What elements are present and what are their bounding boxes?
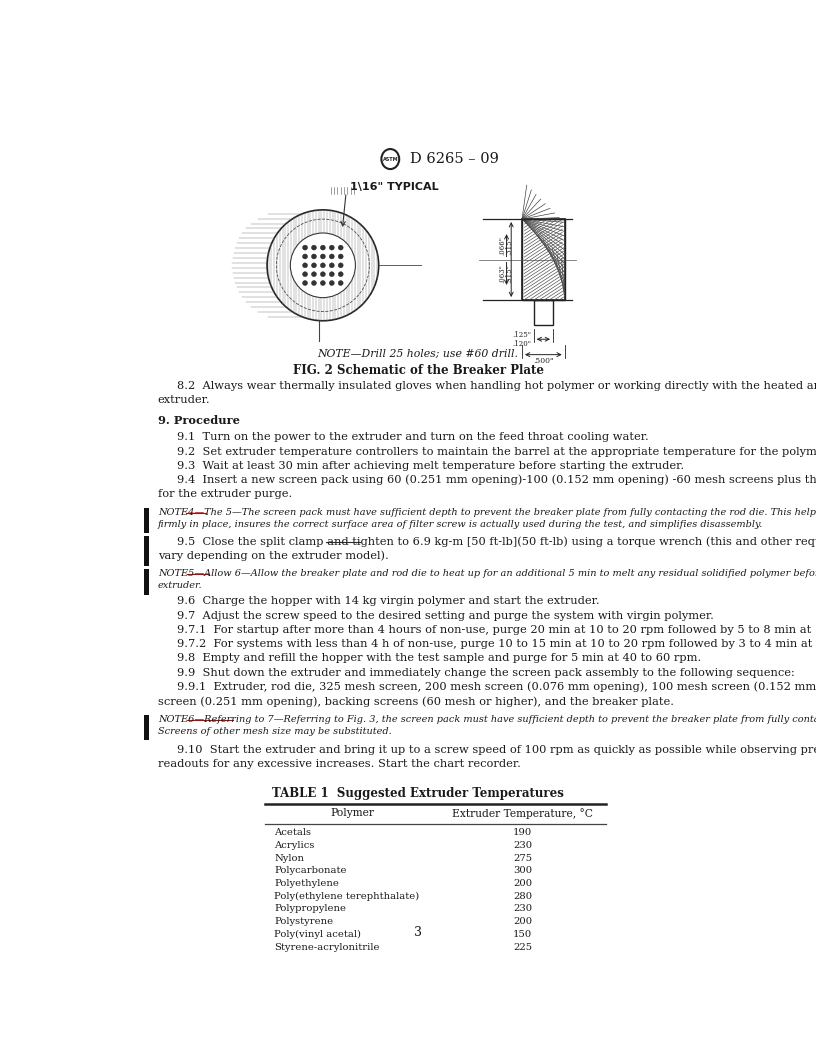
Text: NOTE4—The 5—The screen pack must have sufficient depth to prevent the breaker pl: NOTE4—The 5—The screen pack must have su… xyxy=(157,508,816,516)
Bar xyxy=(534,300,553,325)
Text: extruder.: extruder. xyxy=(157,395,211,406)
Circle shape xyxy=(312,281,317,285)
Circle shape xyxy=(312,263,317,268)
Text: 9.10  Start the extruder and bring it up to a screw speed of 100 rpm as quickly : 9.10 Start the extruder and bring it up … xyxy=(177,746,816,755)
Text: 1\16" TYPICAL: 1\16" TYPICAL xyxy=(350,183,439,192)
Text: .066": .066" xyxy=(498,237,506,256)
Text: D 6265 – 09: D 6265 – 09 xyxy=(410,152,499,166)
Text: .125"
.120": .125" .120" xyxy=(512,331,532,347)
Text: 280: 280 xyxy=(513,891,532,901)
Text: 9.7.2  For systems with less than 4 h of non-use, purge 10 to 15 min at 10 to 20: 9.7.2 For systems with less than 4 h of … xyxy=(177,639,816,649)
Text: 200: 200 xyxy=(513,917,532,926)
Bar xyxy=(522,220,565,300)
Text: 150: 150 xyxy=(512,930,532,939)
Circle shape xyxy=(312,245,317,250)
Text: Acetals: Acetals xyxy=(274,828,311,837)
Text: 9.9  Shut down the extruder and immediately change the screen pack assembly to t: 9.9 Shut down the extruder and immediate… xyxy=(177,667,795,678)
Circle shape xyxy=(321,245,326,250)
Text: Styrene-acrylonitrile: Styrene-acrylonitrile xyxy=(274,943,379,951)
Circle shape xyxy=(330,254,335,259)
Text: Polyethylene: Polyethylene xyxy=(274,879,339,888)
Text: 190: 190 xyxy=(512,828,532,837)
Text: 8.2  Always wear thermally insulated gloves when handling hot polymer or working: 8.2 Always wear thermally insulated glov… xyxy=(177,381,816,391)
Text: for the extruder purge.: for the extruder purge. xyxy=(157,489,292,499)
Text: 9.7.1  For startup after more than 4 hours of non-use, purge 20 min at 10 to 20 : 9.7.1 For startup after more than 4 hour… xyxy=(177,625,816,635)
Text: NOTE5—Allow 6—Allow the breaker plate and rod die to heat up for an additional 5: NOTE5—Allow 6—Allow the breaker plate an… xyxy=(157,569,816,579)
Text: .315": .315" xyxy=(506,237,513,256)
Text: 9.7  Adjust the screw speed to the desired setting and purge the system with vir: 9.7 Adjust the screw speed to the desire… xyxy=(177,610,714,621)
Text: 200: 200 xyxy=(513,879,532,888)
Text: Polymer: Polymer xyxy=(330,808,374,818)
Circle shape xyxy=(303,263,308,268)
Text: Poly(ethylene terephthalate): Poly(ethylene terephthalate) xyxy=(274,891,419,901)
Text: 9.9.1  Extruder, rod die, 325 mesh screen, 200 mesh screen (0.076 mm opening), 1: 9.9.1 Extruder, rod die, 325 mesh screen… xyxy=(177,682,816,693)
Circle shape xyxy=(330,281,335,285)
Text: Nylon: Nylon xyxy=(274,853,304,863)
Text: 225: 225 xyxy=(513,943,532,951)
Text: 230: 230 xyxy=(513,841,532,850)
Text: firmly in place, insures the correct surface area of filter screw is actually us: firmly in place, insures the correct sur… xyxy=(157,520,763,529)
Text: Poly(vinyl acetal): Poly(vinyl acetal) xyxy=(274,930,361,939)
Circle shape xyxy=(321,263,326,268)
Circle shape xyxy=(338,245,344,250)
Circle shape xyxy=(312,271,317,277)
Bar xyxy=(522,220,565,300)
Text: FIG. 2 Schematic of the Breaker Plate: FIG. 2 Schematic of the Breaker Plate xyxy=(293,364,543,377)
Text: Extruder Temperature, °C: Extruder Temperature, °C xyxy=(452,808,593,819)
Text: NOTE6—Referring to 7—Referring to Fig. 3, the screen pack must have sufficient d: NOTE6—Referring to 7—Referring to Fig. 3… xyxy=(157,715,816,724)
Circle shape xyxy=(312,254,317,259)
Text: vary depending on the extruder model).: vary depending on the extruder model). xyxy=(157,550,388,561)
Circle shape xyxy=(321,271,326,277)
Text: 275: 275 xyxy=(513,853,532,863)
Text: 9.4  Insert a new screen pack using 60 (0.251 mm opening)-100 (0.152 mm opening): 9.4 Insert a new screen pack using 60 (0… xyxy=(177,475,816,486)
Text: 9.1  Turn on the power to the extruder and turn on the feed throat cooling water: 9.1 Turn on the power to the extruder an… xyxy=(177,432,649,442)
Text: 230: 230 xyxy=(513,904,532,913)
Bar xyxy=(144,569,149,595)
Text: 9.2  Set extruder temperature controllers to maintain the barrel at the appropri: 9.2 Set extruder temperature controllers… xyxy=(177,447,816,457)
Text: Polycarbonate: Polycarbonate xyxy=(274,866,347,875)
Circle shape xyxy=(330,245,335,250)
Circle shape xyxy=(338,254,344,259)
Text: 9. Procedure: 9. Procedure xyxy=(157,415,240,427)
Circle shape xyxy=(338,263,344,268)
Bar xyxy=(144,508,149,533)
Bar xyxy=(144,536,149,566)
Circle shape xyxy=(303,281,308,285)
Text: 3: 3 xyxy=(415,926,422,939)
Circle shape xyxy=(338,271,344,277)
Text: 9.6  Charge the hopper with 14 kg virgin polymer and start the extruder.: 9.6 Charge the hopper with 14 kg virgin … xyxy=(177,597,600,606)
Text: ASTM: ASTM xyxy=(383,156,398,162)
Text: TABLE 1  Suggested Extruder Temperatures: TABLE 1 Suggested Extruder Temperatures xyxy=(273,788,564,800)
Circle shape xyxy=(303,254,308,259)
Circle shape xyxy=(303,245,308,250)
Text: Acrylics: Acrylics xyxy=(274,841,314,850)
Text: .063": .063" xyxy=(498,264,506,283)
Text: Polypropylene: Polypropylene xyxy=(274,904,346,913)
Text: NOTE—Drill 25 holes; use #60 drill.: NOTE—Drill 25 holes; use #60 drill. xyxy=(317,348,519,358)
Text: 9.8  Empty and refill the hopper with the test sample and purge for 5 min at 40 : 9.8 Empty and refill the hopper with the… xyxy=(177,654,702,663)
Circle shape xyxy=(321,254,326,259)
Text: extruder.: extruder. xyxy=(157,582,202,590)
Circle shape xyxy=(338,281,344,285)
Circle shape xyxy=(321,281,326,285)
Text: Screens of other mesh size may be substituted.: Screens of other mesh size may be substi… xyxy=(157,727,392,736)
Text: 9.3  Wait at least 30 min after achieving melt temperature before starting the e: 9.3 Wait at least 30 min after achieving… xyxy=(177,460,685,471)
Text: readouts for any excessive increases. Start the chart recorder.: readouts for any excessive increases. St… xyxy=(157,759,521,769)
Text: screen (0.251 mm opening), backing screens (60 mesh or higher), and the breaker : screen (0.251 mm opening), backing scree… xyxy=(157,696,674,706)
Text: 9.5  Close the split clamp and tighten to 6.9 kg-m [50 ft-lb](50 ft-lb) using a : 9.5 Close the split clamp and tighten to… xyxy=(177,536,816,547)
Text: .500": .500" xyxy=(533,357,553,364)
Circle shape xyxy=(330,263,335,268)
Circle shape xyxy=(303,271,308,277)
Text: 300: 300 xyxy=(513,866,532,875)
Text: .315": .315" xyxy=(506,264,513,283)
Bar xyxy=(144,715,149,740)
Text: Polystyrene: Polystyrene xyxy=(274,917,333,926)
Circle shape xyxy=(330,271,335,277)
